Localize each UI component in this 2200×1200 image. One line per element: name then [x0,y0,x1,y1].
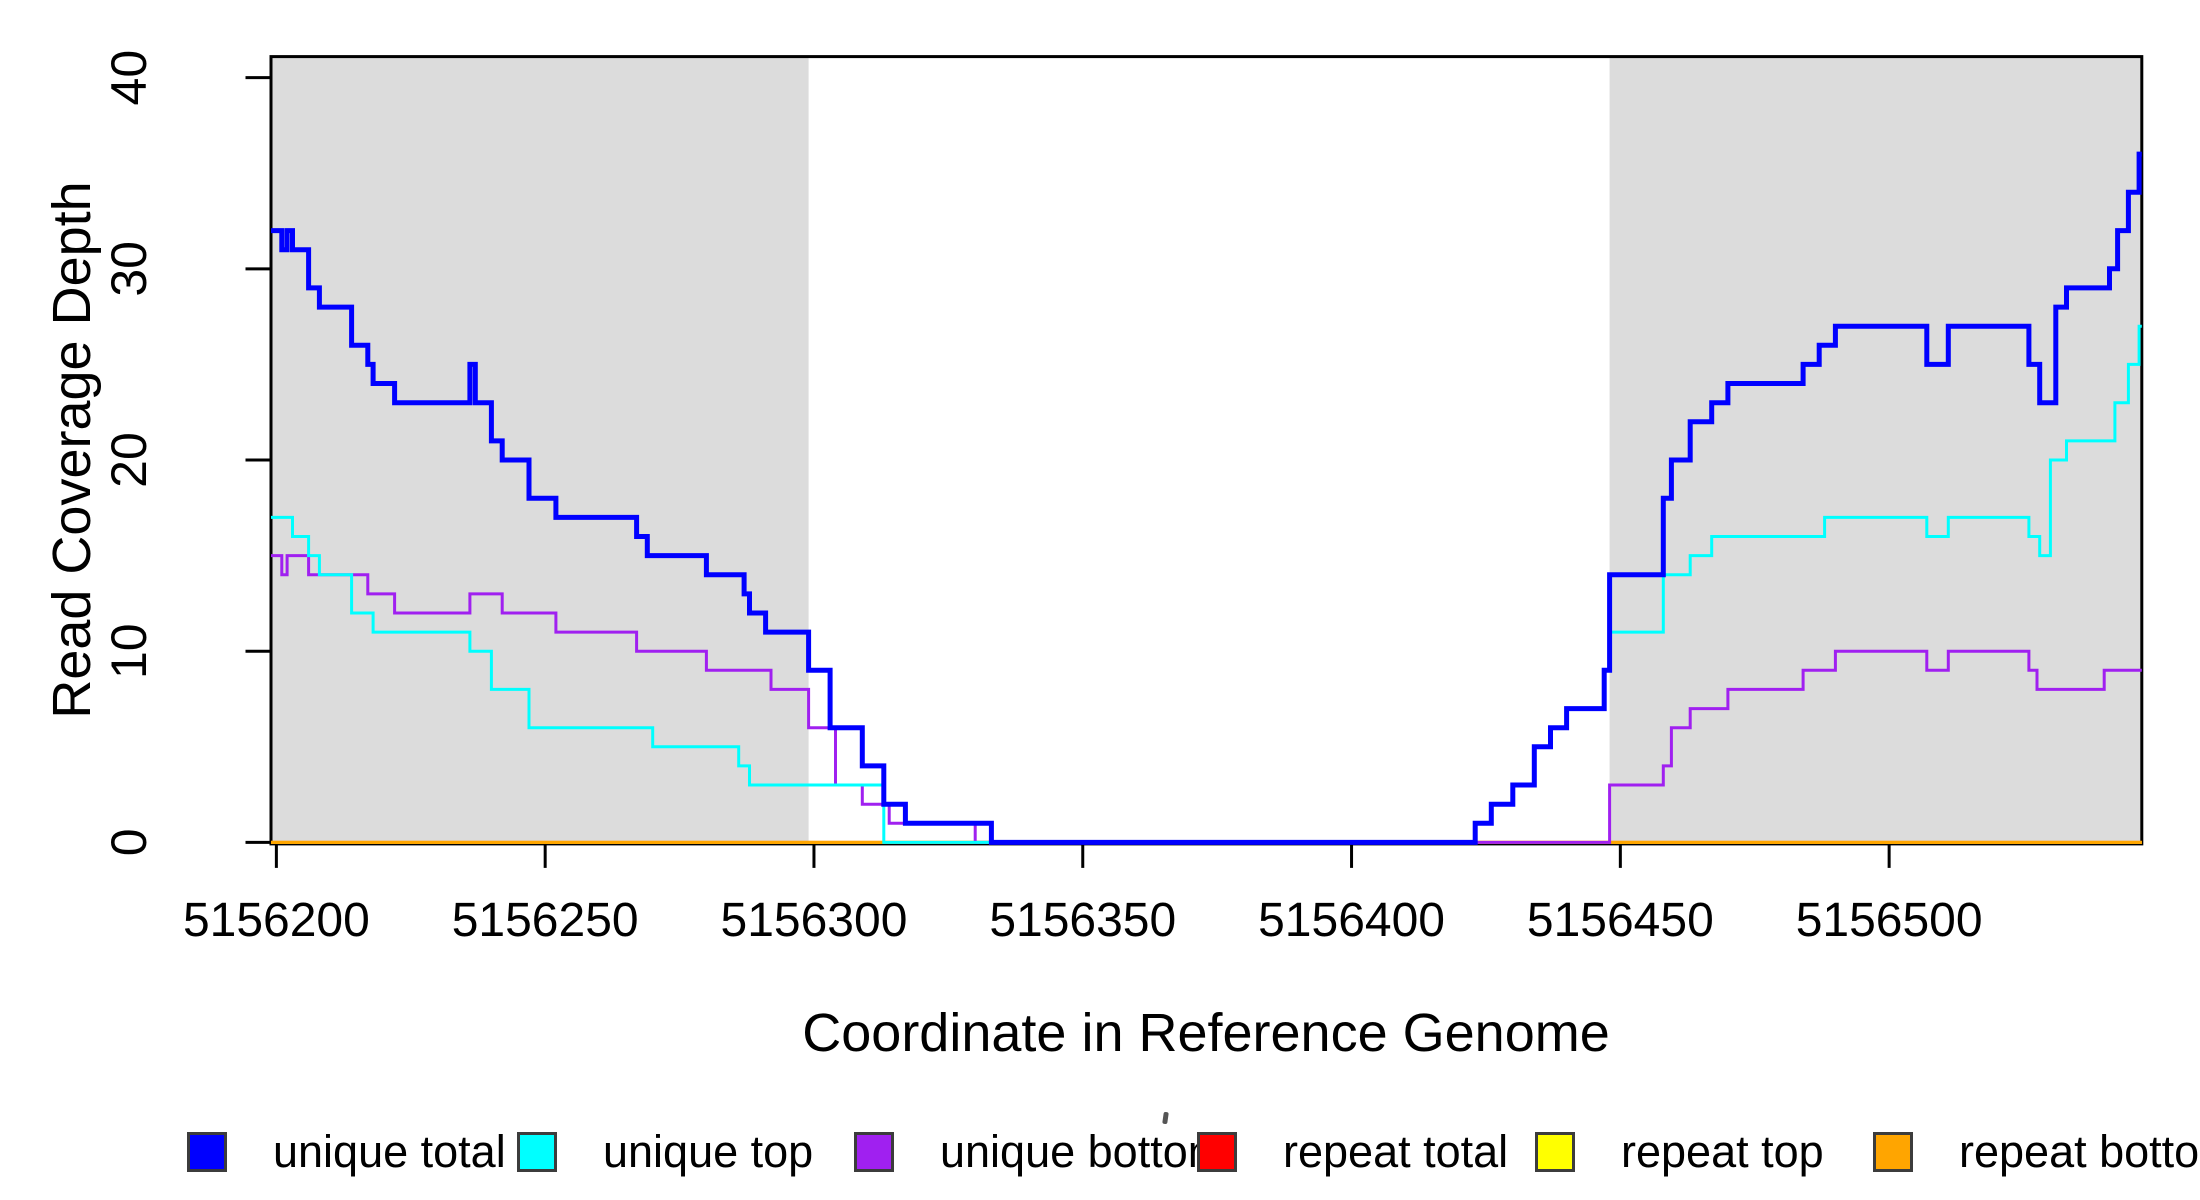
shaded-region-repeat-flank-right [1609,56,2142,844]
legend-item-unique-top: unique top [517,1128,813,1176]
y-tick-label: 30 [101,241,157,297]
legend-item-repeat-total: repeat total [1197,1128,1508,1176]
y-tick-label: 0 [101,828,157,856]
legend-item-unique-total: unique total [187,1128,506,1176]
legend-swatch-repeat-top [1535,1132,1575,1172]
shaded-region-repeat-flank-left [271,56,809,844]
y-axis-title: Read Coverage Depth [42,181,102,719]
legend-swatch-unique-bottom [854,1132,894,1172]
x-tick-label: 5156400 [1258,894,1445,947]
x-tick-label: 5156300 [721,894,908,947]
legend-label: unique bottom [940,1126,1226,1177]
legend-label: repeat bottom [1959,1126,2200,1177]
x-tick-label: 5156250 [452,894,639,947]
x-tick-label: 5156450 [1527,894,1714,947]
x-tick-label: 5156200 [183,894,370,947]
legend-swatch-repeat-bottom [1873,1132,1913,1172]
series-unique-bottom [271,554,2142,844]
legend-swatch-repeat-total [1197,1132,1237,1172]
legend-label: unique top [603,1126,814,1177]
x-axis-title: Coordinate in Reference Genome [802,1003,1610,1063]
legend-item-repeat-top: repeat top [1535,1128,1824,1176]
y-tick-label: 40 [101,50,157,106]
legend-item-unique-bottom: unique bottom [854,1128,1225,1176]
x-tick-label: 5156350 [989,894,1176,947]
y-tick-label: 20 [101,432,157,488]
x-tick-label: 5156500 [1796,894,1983,947]
legend-swatch-unique-top [517,1132,557,1172]
y-tick-label: 10 [101,623,157,679]
legend-label: repeat total [1283,1126,1509,1177]
legend-label: unique total [273,1126,506,1177]
legend: unique total unique top unique bottom repea… [0,1128,2200,1188]
series-unique-total [271,151,2142,845]
legend-item-repeat-bottom: repeat bottom [1873,1128,2200,1176]
legend-swatch-unique-total [187,1132,227,1172]
legend-label: repeat top [1621,1126,1824,1177]
